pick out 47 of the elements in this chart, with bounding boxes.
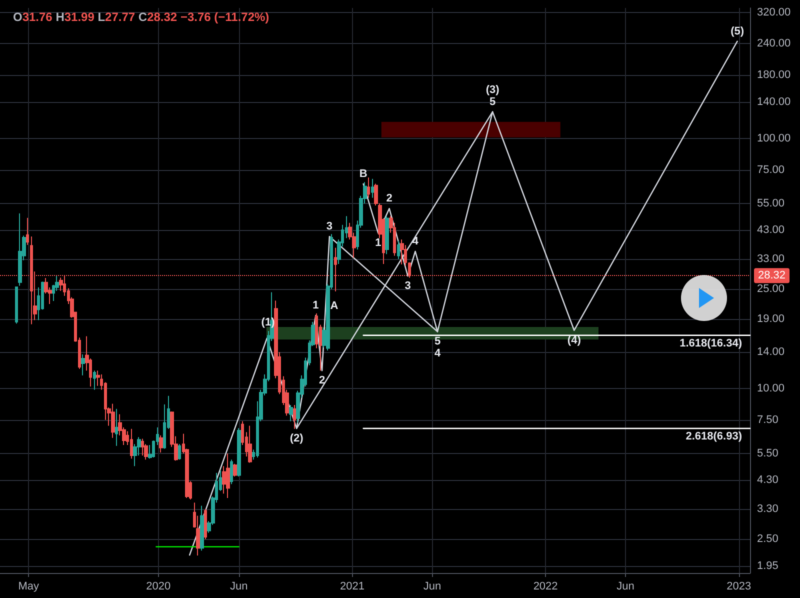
y-tick-label: 2.50 [757, 533, 778, 546]
x-tick-label: 2021 [340, 580, 364, 592]
y-tick-label: 140.00 [757, 96, 791, 108]
x-tick-label: Jun [423, 580, 442, 592]
y-tick-label: 10.00 [757, 382, 785, 395]
chart-title: O31.76 H31.99 L27.77 C28.32 −3.76 (−11.72%) [13, 10, 270, 24]
annotation: 3 [326, 220, 333, 232]
annotation: 1.618(16.34) [680, 337, 742, 350]
y-tick-label: 14.00 [757, 346, 785, 358]
annotation: B [359, 168, 368, 180]
y-tick-label: 33.00 [757, 252, 785, 265]
y-tick-label: 43.00 [757, 224, 785, 236]
y-tick-label: 4.30 [757, 474, 778, 486]
y-tick-label: 7.50 [757, 414, 778, 426]
x-tick-label: 2022 [533, 580, 558, 592]
y-tick-label: 320.00 [757, 6, 791, 18]
annotation: 5 [434, 336, 441, 348]
annotation: (5) [730, 25, 744, 38]
annotation: (3) [486, 84, 500, 96]
x-tick-label: 2020 [146, 580, 171, 592]
y-tick-label: 75.00 [757, 164, 785, 176]
annotation: 1 [375, 237, 382, 250]
annotation: 5 [490, 96, 496, 108]
y-tick-label: 3.30 [757, 502, 778, 515]
x-tick-label: May [18, 580, 40, 592]
y-tick-label: 240.00 [757, 38, 791, 50]
y-tick-label: 180.00 [757, 68, 791, 81]
annotation: 4 [412, 235, 420, 248]
annotation: A [330, 300, 338, 312]
y-tick-label: 19.00 [757, 312, 785, 325]
annotation: 4 [434, 348, 442, 360]
annotation: 1 [312, 300, 319, 312]
x-tick-label: Jun [616, 580, 634, 592]
annotation: 3 [404, 280, 411, 292]
annotation: 2 [386, 192, 392, 205]
y-tick-label: 25.00 [757, 283, 785, 296]
y-tick-label: 1.95 [757, 560, 778, 572]
y-tick-label: 5.50 [757, 448, 778, 460]
ref-line-label: 28.32 [758, 270, 786, 282]
x-tick-label: Jun [230, 580, 248, 592]
y-tick-label: 55.00 [757, 198, 785, 210]
x-tick-label: 2023 [726, 580, 752, 592]
annotation: (2) [290, 432, 304, 444]
annotation: (4) [567, 334, 582, 346]
y-tick-label: 100.00 [757, 132, 791, 145]
annotation: 2.618(6.93) [686, 430, 742, 442]
annotation: 2 [318, 374, 326, 387]
